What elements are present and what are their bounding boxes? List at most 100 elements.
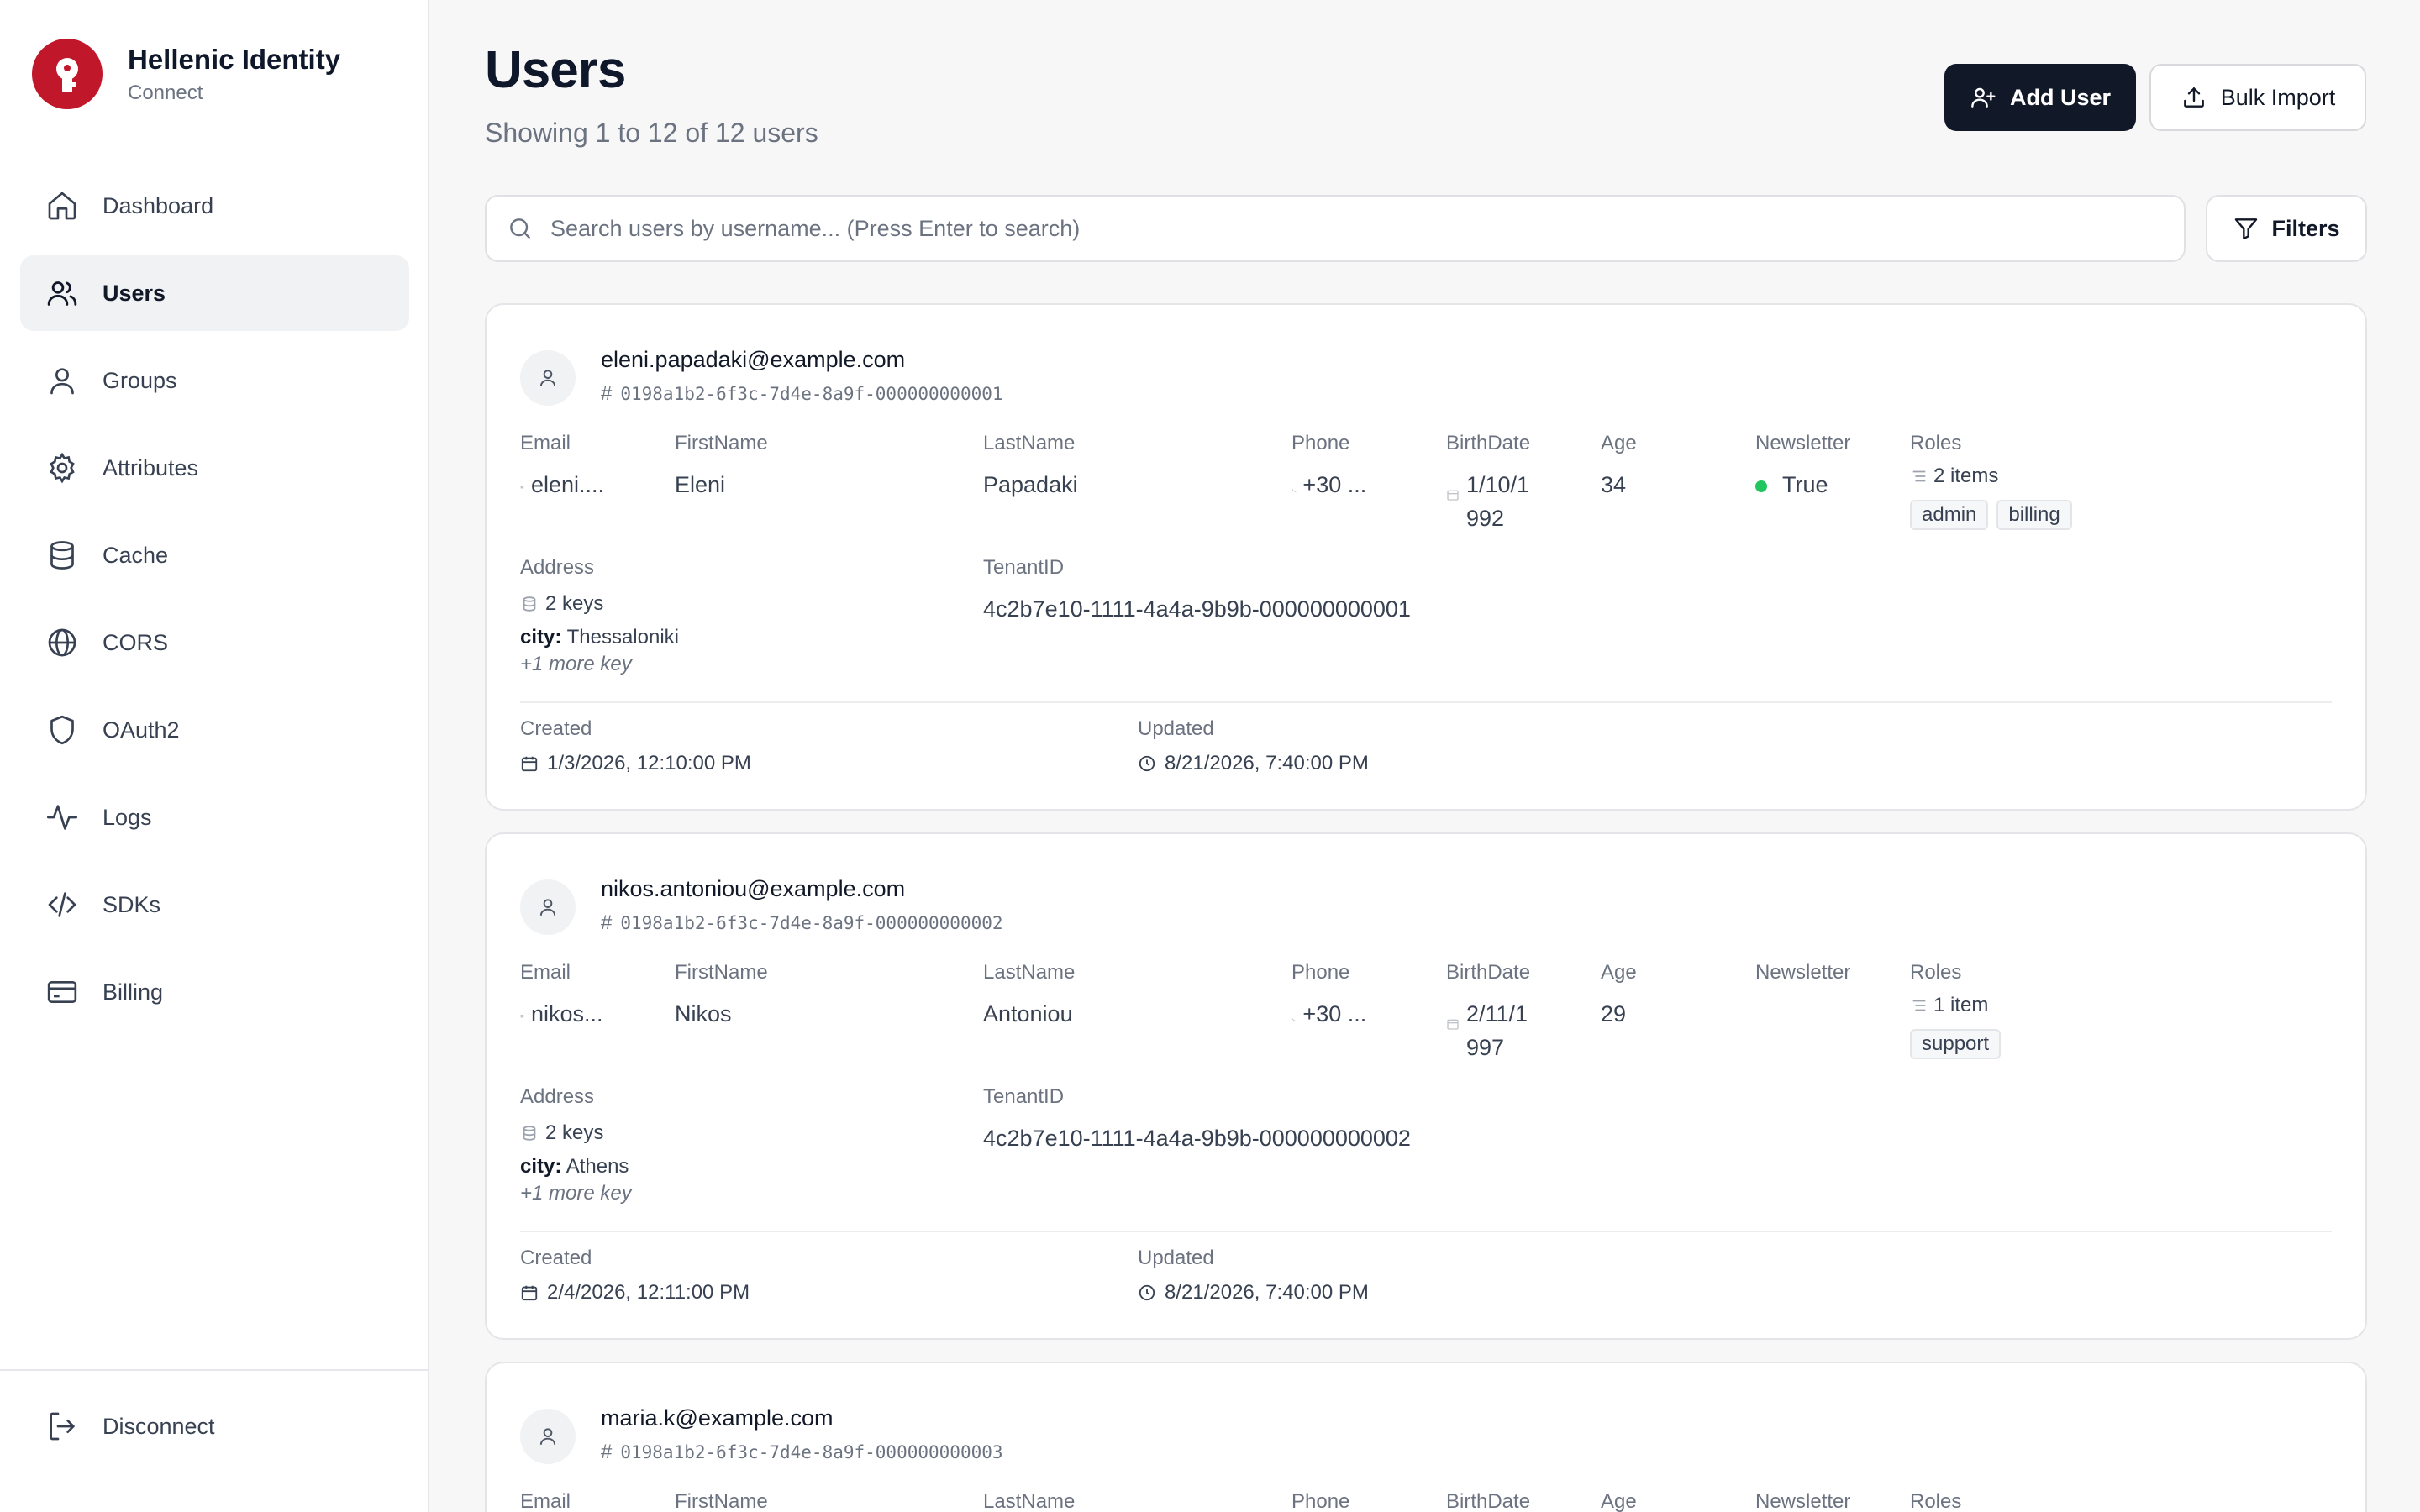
user-icon <box>539 899 556 916</box>
role-chip: support <box>1910 1029 2002 1059</box>
calendar-icon <box>1447 1019 1459 1030</box>
field-updated: Updated 8/21/2026, 7:40:00 PM <box>1138 717 1369 774</box>
sidebar-nav: Dashboard Users Groups Attributes Cache <box>20 168 409 1042</box>
hash-icon: # <box>601 1441 613 1463</box>
status-dot-icon <box>1755 480 1767 492</box>
field-age: Age 34 <box>1601 432 1637 497</box>
avatar <box>520 1409 576 1464</box>
calendar-icon <box>521 1285 538 1301</box>
sidebar-item-label: SDKs <box>103 891 161 917</box>
sidebar-item-label: OAuth2 <box>103 717 180 743</box>
field-tenant: TenantID 4c2b7e10-1111-4a4a-9b9b-0000000… <box>983 1085 1411 1151</box>
field-address: Address 2 keys city: Thessaloniki +1 mor… <box>520 556 679 675</box>
sidebar-item-label: Groups <box>103 367 177 393</box>
calendar-icon <box>521 756 538 772</box>
search-bar <box>485 195 2186 262</box>
globe-icon <box>45 626 79 659</box>
user-icon <box>539 1428 556 1445</box>
add-user-label: Add User <box>2009 84 2112 110</box>
field-birthdate: BirthDate 1/10/1 992 <box>1446 432 1531 531</box>
clock-icon <box>1139 1284 1155 1301</box>
user-card[interactable]: maria.k@example.com #0198a1b2-6f3c-7d4e-… <box>485 1362 2367 1512</box>
page-title: Users <box>485 41 626 99</box>
brand[interactable]: Hellenic Identity Connect <box>32 39 340 109</box>
upload-icon <box>2183 87 2204 108</box>
field-roles: Roles 1 item support <box>1910 960 2009 1059</box>
field-phone: Phone <box>1292 1490 1350 1512</box>
sidebar-item-logs[interactable]: Logs <box>20 780 409 855</box>
sidebar-item-groups[interactable]: Groups <box>20 343 409 418</box>
sidebar-item-label: CORS <box>103 629 169 655</box>
search-input[interactable] <box>550 215 2147 242</box>
keyhole-logo-icon <box>32 39 103 109</box>
user-icon <box>539 370 556 386</box>
sidebar-item-billing[interactable]: Billing <box>20 954 409 1030</box>
hash-icon: # <box>601 382 613 405</box>
sidebar-item-dashboard[interactable]: Dashboard <box>20 168 409 244</box>
field-updated: Updated 8/21/2026, 7:40:00 PM <box>1138 1247 1369 1304</box>
credit-card-icon <box>45 975 79 1009</box>
avatar <box>520 879 576 935</box>
list-icon <box>1912 470 1926 482</box>
disconnect-button[interactable]: Disconnect <box>45 1410 215 1443</box>
sidebar-item-oauth2[interactable]: OAuth2 <box>20 692 409 768</box>
clock-icon <box>1139 755 1155 772</box>
field-phone: Phone ◟ +30 ... <box>1292 431 1366 503</box>
user-icon <box>45 364 79 397</box>
field-firstname: FirstName Nikos <box>675 961 768 1026</box>
disconnect-label: Disconnect <box>103 1413 215 1439</box>
gear-icon <box>45 451 79 485</box>
sidebar-item-sdks[interactable]: SDKs <box>20 867 409 942</box>
filter-icon <box>2235 218 2258 240</box>
user-id: #0198a1b2-6f3c-7d4e-8a9f-000000000001 <box>601 382 1003 405</box>
field-age: Age <box>1601 1490 1637 1512</box>
shield-icon <box>45 713 79 747</box>
sidebar: Hellenic Identity Connect Dashboard User… <box>0 0 429 1512</box>
sidebar-footer: Disconnect <box>0 1369 428 1512</box>
search-icon <box>510 218 530 239</box>
role-chip: admin <box>1910 500 1989 530</box>
field-created: Created 2/4/2026, 12:11:00 PM <box>520 1247 750 1304</box>
sidebar-item-cors[interactable]: CORS <box>20 605 409 680</box>
database-icon <box>523 1126 536 1141</box>
results-count: Showing 1 to 12 of 12 users <box>485 118 818 148</box>
sidebar-item-users[interactable]: Users <box>20 255 409 331</box>
field-phone: Phone ◟ +30 ... <box>1292 960 1366 1032</box>
field-email: Email ▪ nikos... <box>520 960 603 1032</box>
role-chip: billing <box>1996 500 2072 530</box>
code-icon <box>45 888 79 921</box>
home-icon <box>45 189 79 223</box>
user-username[interactable]: eleni.papadaki@example.com <box>601 347 906 372</box>
filters-button[interactable]: Filters <box>2206 195 2367 262</box>
field-firstname: FirstName <box>675 1490 768 1512</box>
field-birthdate: BirthDate 2/11/1 997 <box>1446 961 1531 1060</box>
field-address: Address 2 keys city: Athens +1 more key <box>520 1085 632 1205</box>
newsletter-value: True <box>1782 472 1828 497</box>
bulk-import-button[interactable]: Bulk Import <box>2149 64 2366 131</box>
list-icon <box>1912 1000 1926 1011</box>
field-email: Email <box>520 1490 571 1512</box>
avatar <box>520 350 576 406</box>
user-card[interactable]: eleni.papadaki@example.com #0198a1b2-6f3… <box>485 303 2367 811</box>
mail-icon: ▪ <box>520 1008 524 1022</box>
database-icon <box>45 538 79 572</box>
user-username[interactable]: maria.k@example.com <box>601 1405 834 1431</box>
user-username[interactable]: nikos.antoniou@example.com <box>601 876 906 901</box>
calendar-icon <box>1447 490 1459 501</box>
phone-icon: ◟ <box>1292 479 1297 493</box>
divider <box>520 701 2332 703</box>
brand-subtitle: Connect <box>128 81 203 104</box>
sidebar-item-attributes[interactable]: Attributes <box>20 430 409 506</box>
database-icon <box>523 596 536 612</box>
activity-icon <box>45 801 79 834</box>
field-roles: Roles 2 items admin billing <box>1910 431 2081 530</box>
add-user-button[interactable]: Add User <box>1944 64 2136 131</box>
logout-icon <box>50 1412 75 1441</box>
field-newsletter: Newsletter <box>1755 961 1851 984</box>
field-lastname: LastName Antoniou <box>983 961 1076 1026</box>
filters-label: Filters <box>2271 215 2340 241</box>
sidebar-item-cache[interactable]: Cache <box>20 517 409 593</box>
field-email: Email ▪ eleni.... <box>520 431 604 503</box>
user-card[interactable]: nikos.antoniou@example.com #0198a1b2-6f3… <box>485 832 2367 1340</box>
field-tenant: TenantID 4c2b7e10-1111-4a4a-9b9b-0000000… <box>983 556 1411 622</box>
